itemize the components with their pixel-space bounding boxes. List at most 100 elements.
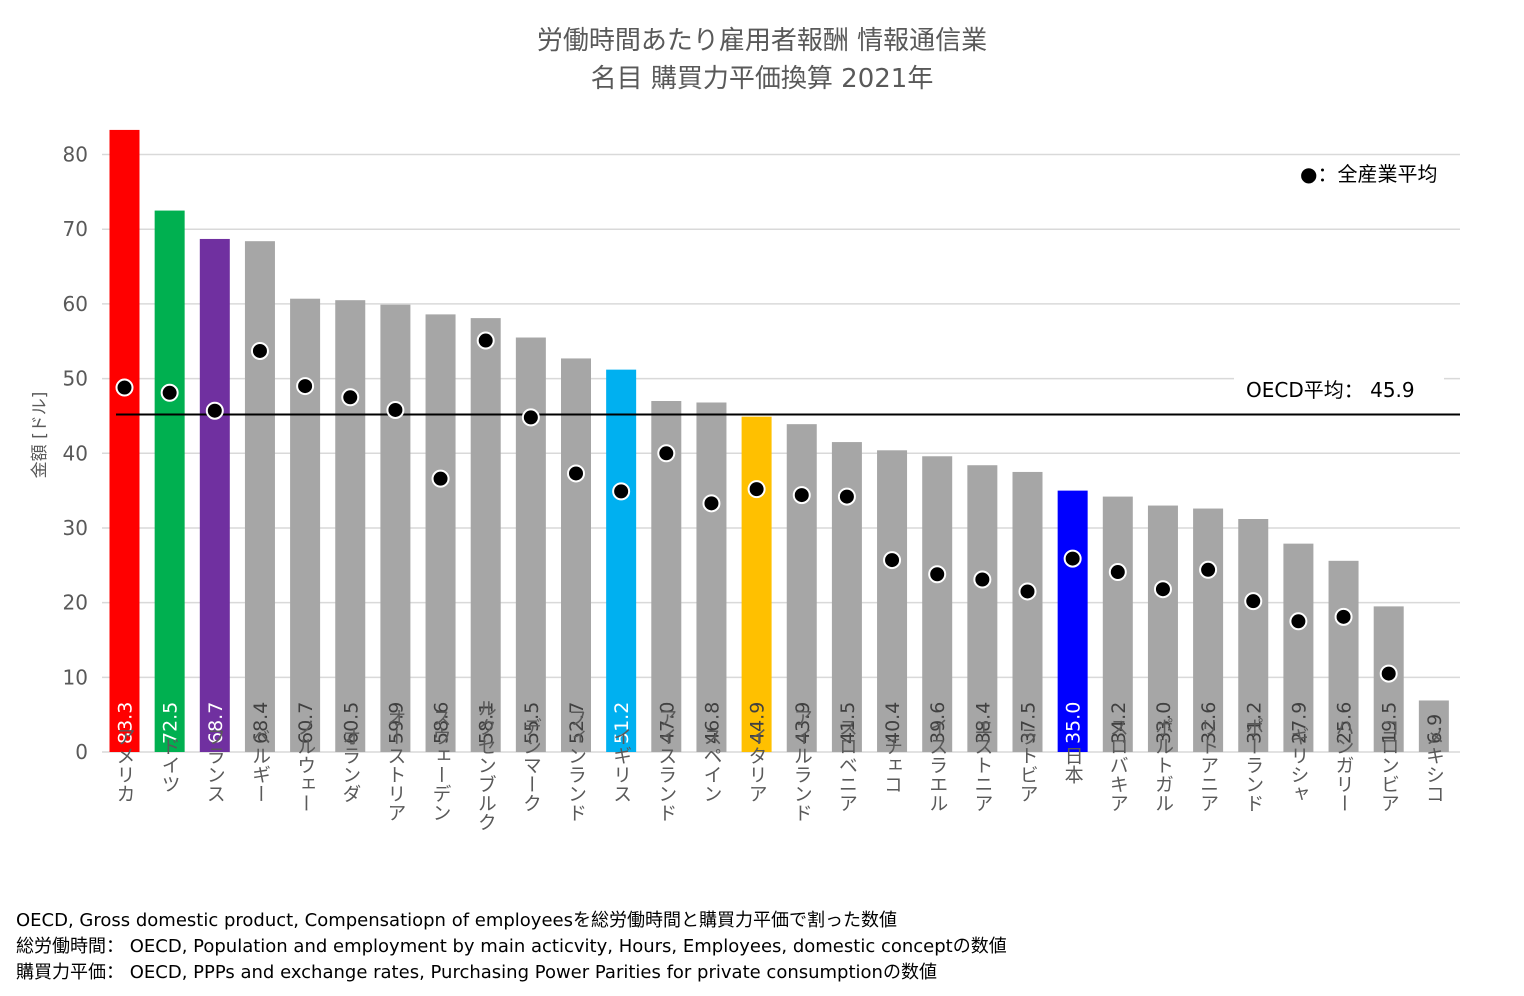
bar [290,298,321,752]
data-label: 44.9 [747,702,769,744]
bar [199,238,230,753]
all-industry-marker [567,464,585,483]
bar [786,424,817,752]
x-tick-label: イタリア [746,727,768,803]
all-industry-marker [928,565,947,584]
oecd-label-background [1234,372,1444,406]
bar [1418,700,1449,752]
x-tick-label: アイルランド [791,708,813,822]
all-industry-marker [792,486,811,505]
all-industry-marker [1199,560,1218,579]
y-tick-label: 60 [63,292,88,316]
x-tick-label: ポーランド [1242,717,1264,812]
data-label: 68.7 [205,702,227,744]
bar [1012,471,1043,752]
data-label: 68.4 [250,702,272,744]
bar [1102,496,1133,752]
bar [335,300,366,752]
oecd-average-label: OECD平均： 45.9 [1246,378,1415,402]
x-tick-label: エストニア [971,718,993,813]
data-label: 19.5 [1379,702,1401,744]
data-label: 31.2 [1243,702,1265,744]
bar [154,210,185,752]
data-label: 52.7 [566,702,588,744]
bar [1328,560,1359,752]
all-industry-marker [476,331,495,350]
x-tick-label: スウェーデン [430,708,452,822]
x-tick-label: ベルギー [249,727,271,803]
data-label: 72.5 [160,702,182,744]
legend-all-industry: ●：全産業平均 [1300,162,1437,186]
all-industry-marker [1063,549,1082,568]
all-industry-marker [1018,582,1037,601]
x-tick-label: コロンビア [1378,718,1400,813]
source-note: OECD, Gross domestic product, Compensati… [16,910,897,931]
all-industry-marker [296,377,315,396]
data-label: 37.5 [1018,702,1040,744]
x-tick-label: スロバキア [1107,718,1129,813]
y-tick-label: 30 [63,516,88,540]
data-label: 43.9 [792,702,814,744]
all-industry-marker [521,408,540,427]
all-industry-marker [431,469,450,488]
bar [244,241,275,753]
all-industry-marker [205,401,224,420]
bar [1283,543,1314,752]
y-tick-label: 80 [63,143,88,167]
data-label: 34.2 [1108,702,1130,744]
bar [696,402,727,752]
all-industry-marker [883,551,902,570]
all-industry-marker [1379,664,1398,683]
all-industry-marker [250,341,269,360]
all-industry-marker [1244,592,1263,611]
data-label: 55.5 [521,702,543,744]
x-tick-label: ポルトガル [1152,717,1174,812]
x-tick-label: ギリシャ [1287,727,1309,803]
x-tick-label: スペイン [700,727,722,803]
data-label: 6.9 [1424,714,1446,744]
x-tick-label: アイスランド [655,708,677,822]
all-industry-marker [341,388,360,407]
y-tick-label: 50 [63,367,88,391]
all-industry-marker [837,487,856,506]
all-industry-marker [702,494,721,513]
source-note: 購買力平価： OECD, PPPs and exchange rates, Pu… [16,962,937,983]
bar [1147,505,1178,752]
y-tick-label: 70 [63,217,88,241]
bar [877,450,908,752]
bar [470,318,501,752]
all-industry-marker [1108,563,1127,582]
bar [425,314,456,752]
x-tick-label: ルクセンブルク [475,699,497,832]
data-label: 35.0 [1063,702,1085,744]
x-tick-label: 日本 [1062,746,1084,784]
chart-title: 労働時間あたり雇用者報酬 情報通信業 [536,26,988,56]
data-label: 60.5 [340,702,362,744]
bar [922,456,953,752]
data-label: 46.8 [701,702,723,744]
data-label: 25.6 [1334,702,1356,744]
x-tick-label: メキシコ [1423,727,1445,803]
y-tick-label: 0 [75,740,88,764]
all-industry-marker [1153,580,1172,599]
x-tick-label: フィンランド [565,708,587,822]
data-label: 41.5 [837,702,859,744]
data-label: 58.1 [476,702,498,744]
all-industry-marker [612,482,631,501]
data-label: 60.7 [295,702,317,744]
y-axis-label: 金額 [ドル] [30,392,50,479]
all-industry-marker [386,400,405,419]
x-tick-label: チェコ [881,737,903,794]
data-label: 33.0 [1153,702,1175,744]
x-tick-label: ハンガリー [1333,718,1355,813]
x-tick-label: オーストリア [384,708,406,822]
source-note: 総労働時間： OECD, Population and employment b… [16,936,1007,957]
data-label: 47.0 [656,702,678,744]
bar [606,369,637,752]
bar [380,304,411,752]
x-tick-label: ラトビア [1017,727,1039,803]
all-industry-marker [1289,612,1308,631]
data-label: 39.6 [927,702,949,744]
x-tick-label: リトアニア [1197,718,1219,813]
